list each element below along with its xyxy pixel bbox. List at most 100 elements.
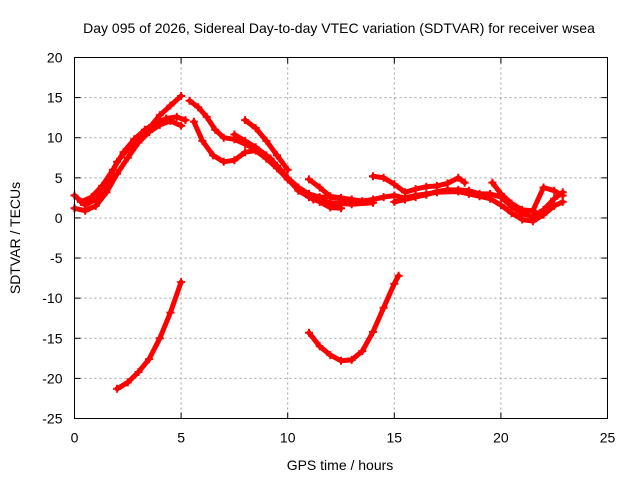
data-point bbox=[305, 175, 313, 184]
data-point bbox=[486, 189, 495, 198]
series-line bbox=[306, 273, 402, 364]
data-point bbox=[379, 303, 388, 312]
data-point bbox=[379, 173, 388, 182]
data-point bbox=[98, 181, 107, 190]
data-point bbox=[401, 195, 409, 204]
data-point bbox=[550, 194, 559, 203]
data-point bbox=[337, 204, 345, 213]
data-point bbox=[369, 327, 377, 336]
data-point bbox=[315, 342, 324, 351]
data-point bbox=[251, 143, 260, 152]
data-point bbox=[151, 119, 160, 128]
data-point bbox=[347, 195, 356, 204]
data-point bbox=[305, 189, 313, 198]
data-point bbox=[496, 201, 505, 210]
data-point bbox=[145, 355, 154, 364]
data-point bbox=[432, 187, 441, 196]
data-point bbox=[123, 153, 132, 162]
data-point bbox=[119, 148, 128, 157]
series-line bbox=[370, 173, 468, 195]
data-point bbox=[241, 116, 250, 125]
data-point bbox=[283, 173, 292, 182]
y-tick-label: 20 bbox=[47, 50, 63, 66]
y-tick-label: -20 bbox=[42, 370, 62, 386]
data-point bbox=[155, 334, 164, 343]
x-tick-labels: 0 5 10 15 20 25 bbox=[71, 430, 616, 446]
data-point bbox=[230, 130, 239, 139]
series-satellite-arc-10 bbox=[390, 185, 567, 221]
data-point bbox=[202, 112, 211, 121]
data-point bbox=[230, 156, 239, 165]
data-point bbox=[211, 125, 220, 134]
series-satellite-arc-9 bbox=[369, 172, 469, 197]
data-point bbox=[166, 308, 175, 317]
data-point bbox=[194, 103, 203, 112]
data-point bbox=[390, 180, 399, 189]
data-point bbox=[539, 183, 548, 192]
data-point bbox=[241, 136, 250, 145]
data-point bbox=[219, 157, 228, 166]
data-point bbox=[337, 356, 345, 365]
plot-frame bbox=[74, 57, 608, 419]
data-point bbox=[358, 197, 367, 206]
data-point bbox=[172, 112, 181, 121]
data-point bbox=[411, 185, 420, 194]
data-point bbox=[305, 328, 313, 337]
data-point bbox=[518, 205, 527, 214]
data-point bbox=[488, 178, 497, 187]
y-tick-label: 10 bbox=[47, 130, 63, 146]
data-point bbox=[155, 111, 164, 120]
data-point bbox=[123, 378, 132, 387]
series-satellite-arc-7 bbox=[241, 116, 292, 174]
data-point bbox=[166, 101, 175, 110]
data-point bbox=[390, 279, 399, 288]
data-point bbox=[315, 183, 324, 192]
data-point bbox=[177, 92, 186, 100]
x-axis-title: GPS time / hours bbox=[287, 457, 394, 473]
x-tick-label: 25 bbox=[600, 430, 616, 446]
data-point bbox=[528, 206, 537, 215]
data-point bbox=[209, 151, 218, 160]
data-point bbox=[369, 172, 377, 181]
data-point bbox=[140, 125, 149, 134]
data-point bbox=[130, 135, 139, 144]
x-tick-label: 15 bbox=[387, 430, 403, 446]
data-point bbox=[219, 133, 228, 142]
data-point bbox=[475, 189, 484, 198]
data-point bbox=[454, 173, 463, 182]
data-point bbox=[241, 148, 250, 157]
data-point bbox=[181, 116, 190, 125]
data-point bbox=[198, 136, 207, 145]
data-point bbox=[315, 193, 324, 202]
y-tick-label: -10 bbox=[42, 290, 62, 306]
data-point bbox=[326, 351, 335, 360]
data-point bbox=[273, 161, 281, 170]
data-point bbox=[91, 201, 100, 210]
data-point bbox=[411, 193, 420, 202]
data-point bbox=[369, 195, 377, 204]
data-point bbox=[262, 136, 271, 145]
tick-marks bbox=[74, 57, 608, 419]
data-point bbox=[102, 188, 111, 197]
data-point bbox=[539, 205, 548, 214]
series-group bbox=[70, 92, 567, 393]
data-point bbox=[422, 190, 431, 199]
data-point bbox=[379, 193, 388, 202]
series-satellite-arc-11 bbox=[488, 178, 567, 215]
data-point bbox=[134, 138, 143, 147]
data-point bbox=[262, 151, 271, 160]
y-tick-label: -5 bbox=[50, 250, 63, 266]
data-point bbox=[358, 347, 367, 356]
chart-title: Day 095 of 2026, Sidereal Day-to-day VTE… bbox=[83, 20, 595, 36]
data-point bbox=[507, 199, 516, 208]
data-point bbox=[390, 197, 399, 206]
data-point bbox=[443, 185, 452, 194]
y-tick-label: 5 bbox=[55, 170, 63, 186]
y-tick-label: -15 bbox=[42, 330, 62, 346]
x-tick-label: 0 bbox=[71, 430, 79, 446]
data-point bbox=[401, 188, 409, 197]
data-point bbox=[464, 186, 473, 195]
data-point bbox=[422, 182, 431, 191]
